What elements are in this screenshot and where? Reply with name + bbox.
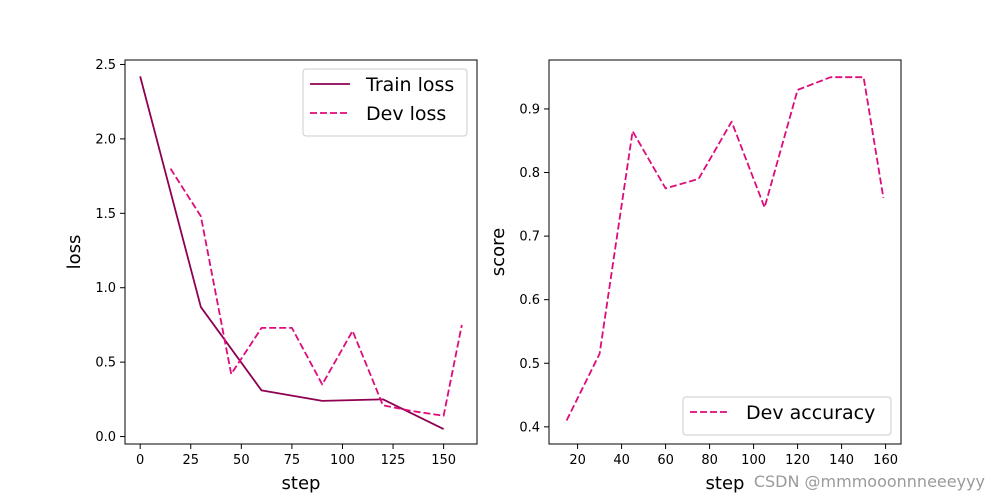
loss-x-tick-label: 50 [233, 453, 250, 468]
score-x-tick-label: 140 [829, 453, 854, 468]
score-x-axis-title: step [706, 473, 745, 494]
score-series-line-dev-accuracy [565, 76, 885, 421]
loss-x-tick-label: 0 [136, 453, 144, 468]
score-y-axis-title: score [488, 228, 509, 276]
score-axes-frame [548, 59, 902, 445]
loss-axes-frame [124, 59, 478, 445]
score-x-tick-label: 60 [657, 453, 674, 468]
score-x-tick-label: 20 [569, 453, 586, 468]
loss-legend [302, 68, 468, 137]
loss-x-tick-label: 150 [431, 453, 456, 468]
loss-x-tick-label: 25 [182, 453, 199, 468]
score-y-tick-label: 0.6 [519, 293, 540, 308]
score-y-tick-label: 0.7 [519, 230, 540, 245]
loss-chart-panel: 0 25 50 75 100 125 150 0.0 0.5 1.0 1.5 2.0 2.5 step lo… [64, 58, 478, 494]
loss-y-tick-label: 1.5 [95, 207, 116, 222]
score-y-tick-label: 0.5 [519, 357, 540, 372]
score-legend [682, 396, 892, 436]
score-y-tick-label: 0.8 [519, 166, 540, 181]
score-x-tick-label: 100 [741, 453, 766, 468]
loss-y-tick-label: 2.5 [95, 58, 116, 73]
score-y-tick-label: 0.9 [519, 102, 540, 117]
loss-legend-label: Dev loss [366, 103, 446, 125]
loss-series-line-train-loss [139, 76, 445, 430]
score-x-tick-label: 80 [701, 453, 718, 468]
score-legend-label: Dev accuracy [746, 402, 875, 424]
loss-y-tick-label: 2.0 [95, 132, 116, 147]
loss-y-tick-label: 1.0 [95, 281, 116, 296]
loss-x-tick-label: 125 [381, 453, 406, 468]
loss-legend-label: Train loss [365, 74, 454, 96]
score-x-tick-label: 40 [613, 453, 630, 468]
loss-series-line-dev-loss [169, 168, 463, 417]
loss-x-axis-title: step [282, 473, 321, 494]
watermark-text: CSDN @mmmooonnneeeyyy [754, 472, 985, 491]
loss-y-tick-label: 0.0 [95, 430, 116, 445]
score-x-tick-label: 160 [873, 453, 898, 468]
score-chart-panel: 20 40 60 80 100 120 140 160 0.4 0.5 0.6 0.7 0.8 0.9 st… [488, 59, 902, 494]
score-y-tick-label: 0.4 [519, 420, 540, 435]
loss-y-axis-title: loss [64, 235, 85, 270]
loss-y-tick-label: 0.5 [95, 356, 116, 371]
loss-x-tick-label: 100 [330, 453, 355, 468]
loss-x-tick-label: 75 [284, 453, 301, 468]
score-x-tick-label: 120 [785, 453, 810, 468]
